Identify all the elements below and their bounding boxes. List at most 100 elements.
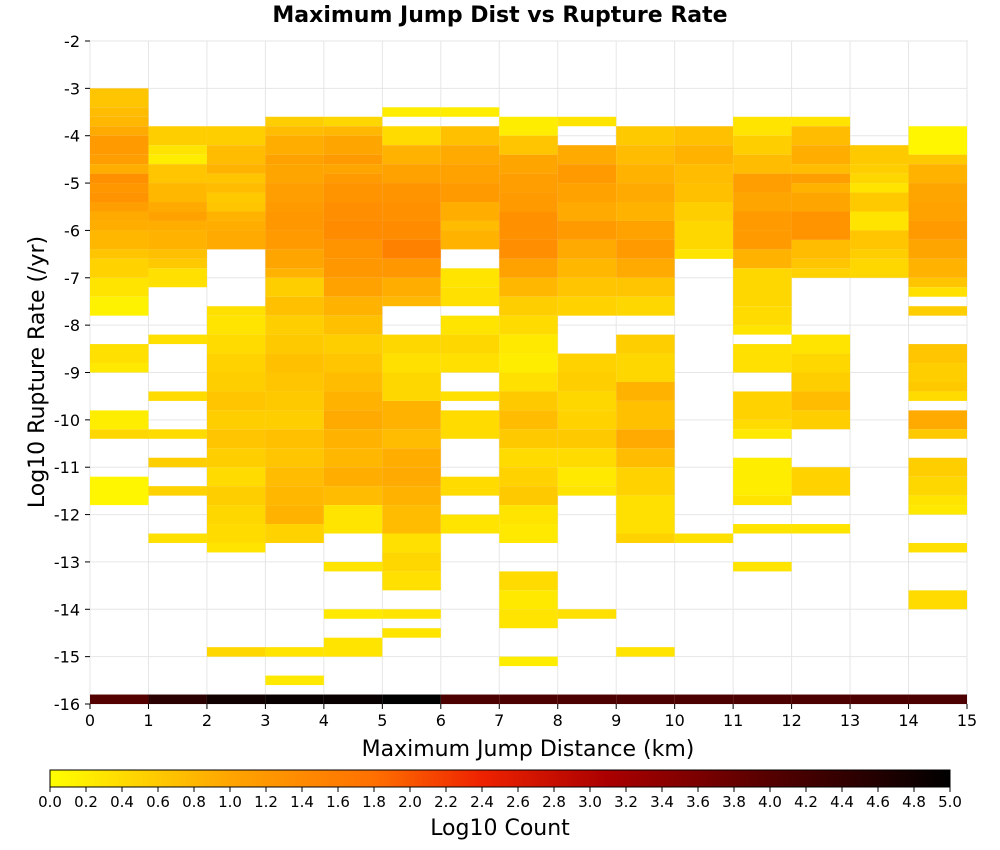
- colorbar-tick-label: 0.0: [38, 793, 62, 811]
- heatmap-cell: [206, 429, 266, 449]
- x-tick-label: 2: [202, 711, 212, 730]
- heatmap-cell: [382, 505, 441, 534]
- heatmap-cell: [557, 296, 617, 316]
- colorbar-tick-label: 2.0: [398, 793, 422, 811]
- heatmap-cell: [791, 145, 851, 165]
- heatmap-cell: [791, 126, 851, 146]
- heatmap-cell: [850, 694, 909, 704]
- heatmap-cell: [733, 524, 792, 534]
- heatmap-cell: [908, 306, 967, 316]
- heatmap-cell: [90, 88, 149, 108]
- heatmap-cell: [265, 164, 324, 184]
- heatmap-cell: [791, 268, 851, 278]
- x-tick-label: 14: [898, 711, 918, 730]
- heatmap-cell: [440, 287, 500, 307]
- heatmap-cell: [90, 258, 149, 278]
- heatmap-cell: [382, 334, 441, 354]
- heatmap-cell: [557, 448, 617, 468]
- heatmap-cell: [206, 126, 266, 146]
- y-tick-label: -14: [54, 600, 80, 619]
- heatmap-cell: [499, 429, 558, 449]
- heatmap-cell: [908, 287, 967, 297]
- heatmap-cell: [733, 135, 792, 155]
- heatmap-cell: [206, 467, 266, 487]
- heatmap-cell: [148, 211, 207, 221]
- heatmap-cell: [674, 183, 734, 203]
- heatmap-cell: [148, 457, 207, 468]
- heatmap-cell: [499, 467, 558, 487]
- heatmap-cell: [323, 126, 383, 136]
- heatmap-cell: [265, 675, 324, 686]
- heatmap-cell: [908, 202, 967, 221]
- heatmap-cell: [206, 192, 266, 203]
- heatmap-cell: [323, 164, 383, 174]
- heatmap-cell: [206, 353, 266, 373]
- heatmap-cell: [733, 268, 792, 307]
- heatmap-cell: [908, 183, 967, 203]
- heatmap-cell: [499, 258, 558, 278]
- heatmap-cell: [206, 230, 266, 250]
- heatmap-cell: [733, 116, 792, 136]
- heatmap-cell: [499, 694, 558, 704]
- heatmap-cell: [616, 694, 675, 704]
- heatmap-cell: [557, 467, 617, 487]
- heatmap-cell: [90, 410, 149, 430]
- heatmap-cell: [791, 258, 851, 269]
- heatmap-cell: [908, 381, 967, 392]
- y-axis-title: Log10 Rupture Rate (/yr): [25, 236, 50, 508]
- x-tick-label: 0: [85, 711, 95, 730]
- colorbar-tick-label: 5.0: [938, 793, 962, 811]
- heatmap-cell: [733, 363, 792, 373]
- colorbar: 0.0 0.2 0.4 0.6 0.8 1.0 1.2 1.4 1.6 1.8 2.0 2.2 2.4 2…: [38, 769, 962, 841]
- heatmap-cell: [148, 183, 207, 203]
- heatmap-cell: [265, 448, 324, 468]
- heatmap-cells: [90, 88, 967, 686]
- heatmap-cell: [908, 429, 967, 439]
- heatmap-cell: [382, 353, 441, 373]
- heatmap-cell: [616, 353, 675, 382]
- heatmap-cell: [499, 334, 558, 354]
- heatmap-cell: [616, 277, 675, 297]
- heatmap-cell: [733, 249, 792, 269]
- colorbar-tick-label: 2.8: [542, 793, 566, 811]
- heatmap-cell: [265, 505, 324, 525]
- heatmap-cell: [382, 609, 441, 619]
- heatmap-cell: [791, 173, 851, 184]
- heatmap-cell: [616, 429, 675, 449]
- heatmap-cell: [265, 126, 324, 136]
- heatmap-cell: [323, 334, 383, 354]
- heatmap-cell: [265, 135, 324, 155]
- heatmap-cell: [382, 126, 441, 146]
- y-tick-label: -2: [64, 32, 80, 51]
- heatmap-cell: [90, 296, 149, 316]
- heatmap-cell: [440, 315, 500, 335]
- heatmap-cell: [90, 277, 149, 297]
- y-tick-label: -16: [54, 695, 80, 714]
- heatmap-cell: [148, 533, 207, 543]
- heatmap-cell: [440, 476, 500, 496]
- x-tick-label: 9: [611, 711, 621, 730]
- heatmap-cell: [206, 391, 266, 411]
- heatmap-cell: [674, 202, 734, 221]
- heatmap-cell: [148, 220, 207, 231]
- heatmap-cell: [908, 391, 967, 401]
- heatmap-cell: [265, 467, 324, 487]
- heatmap-cell: [265, 154, 324, 165]
- y-tick-label: -6: [64, 221, 80, 240]
- heatmap-cell: [557, 277, 617, 297]
- heatmap-cell: [90, 126, 149, 136]
- heatmap-cell: [206, 211, 266, 221]
- heatmap-cell: [674, 145, 734, 165]
- heatmap-cell: [908, 126, 967, 155]
- heatmap-cell: [323, 202, 383, 221]
- heatmap-cell: [733, 457, 792, 496]
- heatmap-cell: [90, 220, 149, 231]
- colorbar-tick-label: 4.8: [902, 793, 926, 811]
- heatmap-cell: [90, 429, 149, 439]
- heatmap-cell: [323, 183, 383, 203]
- heatmap-cell: [323, 315, 383, 335]
- heatmap-cell: [148, 268, 207, 288]
- heatmap-cell: [206, 372, 266, 392]
- y-tick-label: -10: [54, 411, 80, 430]
- heatmap-cell: [382, 239, 441, 259]
